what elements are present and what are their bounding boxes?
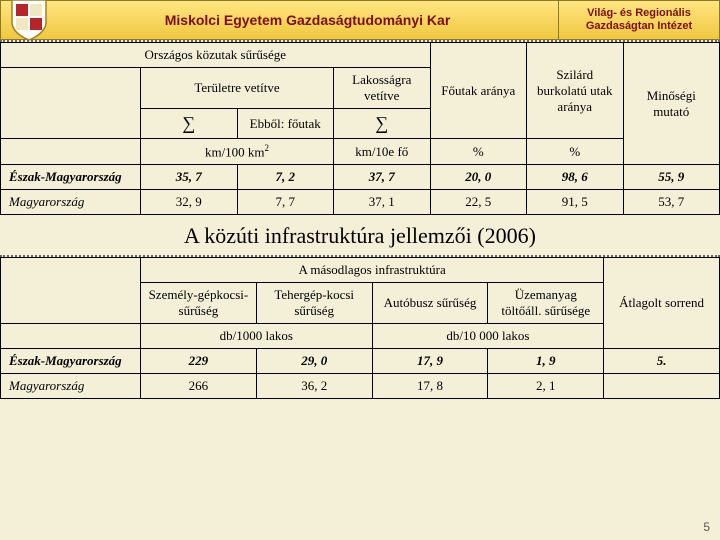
th-atlagolt: Átlagolt sorrend [604, 258, 720, 349]
th-teher: Tehergép-kocsi sűrűség [256, 283, 372, 324]
table2-caption: A másodlagos infrastruktúra [141, 258, 604, 283]
page-number: 5 [703, 520, 710, 534]
cell: 17, 8 [372, 374, 488, 399]
cell: 37, 1 [334, 190, 431, 215]
th-sigma2: ∑ [334, 109, 431, 139]
cell: 266 [141, 374, 257, 399]
cell: 17, 9 [372, 349, 488, 374]
cell: 20, 0 [430, 165, 527, 190]
cell: 29, 0 [256, 349, 372, 374]
shield-logo [1, 1, 57, 39]
th-terulet: Területre vetítve [141, 68, 334, 109]
cell: 91, 5 [527, 190, 624, 215]
th-pct2: % [527, 139, 624, 165]
th-minosegi: Minőségi mutató [623, 43, 720, 165]
row-label: Észak-Magyarország [1, 165, 141, 190]
th-pct1: % [430, 139, 527, 165]
cell: 37, 7 [334, 165, 431, 190]
cell: 229 [141, 349, 257, 374]
header-title-right: Világ- és Regionális Gazdaságtan Intézet [559, 1, 719, 39]
th-foutak-aranya: Főutak aránya [430, 43, 527, 139]
cell: 32, 9 [141, 190, 238, 215]
th-empty-unit [1, 139, 141, 165]
row-label: Észak-Magyarország [1, 349, 141, 374]
cell: 1, 9 [488, 349, 604, 374]
th-unit2b: db/10 000 lakos [372, 324, 604, 349]
th-lakossag: Lakosságra vetítve [334, 68, 431, 109]
cell: 7, 7 [237, 190, 334, 215]
main-title: A közúti infrastruktúra jellemzői (2006) [0, 215, 720, 255]
cell: 7, 2 [237, 165, 334, 190]
table1-row: Magyarország 32, 9 7, 7 37, 1 22, 5 91, … [1, 190, 720, 215]
th-sigma1: ∑ [141, 109, 238, 139]
cell: 5. [604, 349, 720, 374]
table2-row: Észak-Magyarország 229 29, 0 17, 9 1, 9 … [1, 349, 720, 374]
header-title-left: Miskolci Egyetem Gazdaságtudományi Kar [57, 1, 559, 39]
row-label: Magyarország [1, 374, 141, 399]
th-empty [1, 258, 141, 324]
table1-caption: Országos közutak sűrűsége [1, 43, 431, 68]
table2: A másodlagos infrastruktúra Átlagolt sor… [0, 257, 720, 399]
th-ebbol: Ebből: főutak [237, 109, 334, 139]
table2-row: Magyarország 266 36, 2 17, 8 2, 1 [1, 374, 720, 399]
th-unit1: km/100 km2 [141, 139, 334, 165]
cell: 35, 7 [141, 165, 238, 190]
table1-row: Észak-Magyarország 35, 7 7, 2 37, 7 20, … [1, 165, 720, 190]
cell: 2, 1 [488, 374, 604, 399]
cell: 55, 9 [623, 165, 720, 190]
header-bar: Miskolci Egyetem Gazdaságtudományi Kar V… [0, 0, 720, 40]
th-szemely: Személy-gépkocsi-sűrűség [141, 283, 257, 324]
cell [604, 374, 720, 399]
table2-wrap: A másodlagos infrastruktúra Átlagolt sor… [0, 255, 720, 399]
th-autobusz: Autóbusz sűrűség [372, 283, 488, 324]
th-empty-unit [1, 324, 141, 349]
th-unit2: km/10e fő [334, 139, 431, 165]
row-label: Magyarország [1, 190, 141, 215]
cell: 98, 6 [527, 165, 624, 190]
th-uzemanyag: Üzemanyag töltőáll. sűrűsége [488, 283, 604, 324]
th-szilard: Szilárd burkolatú utak aránya [527, 43, 624, 139]
cell: 53, 7 [623, 190, 720, 215]
cell: 36, 2 [256, 374, 372, 399]
th-empty-rowlabel [1, 68, 141, 139]
table1: Országos közutak sűrűsége Főutak aránya … [0, 42, 720, 215]
cell: 22, 5 [430, 190, 527, 215]
table1-wrap: Országos közutak sűrűsége Főutak aránya … [0, 40, 720, 215]
th-unit1b: db/1000 lakos [141, 324, 373, 349]
